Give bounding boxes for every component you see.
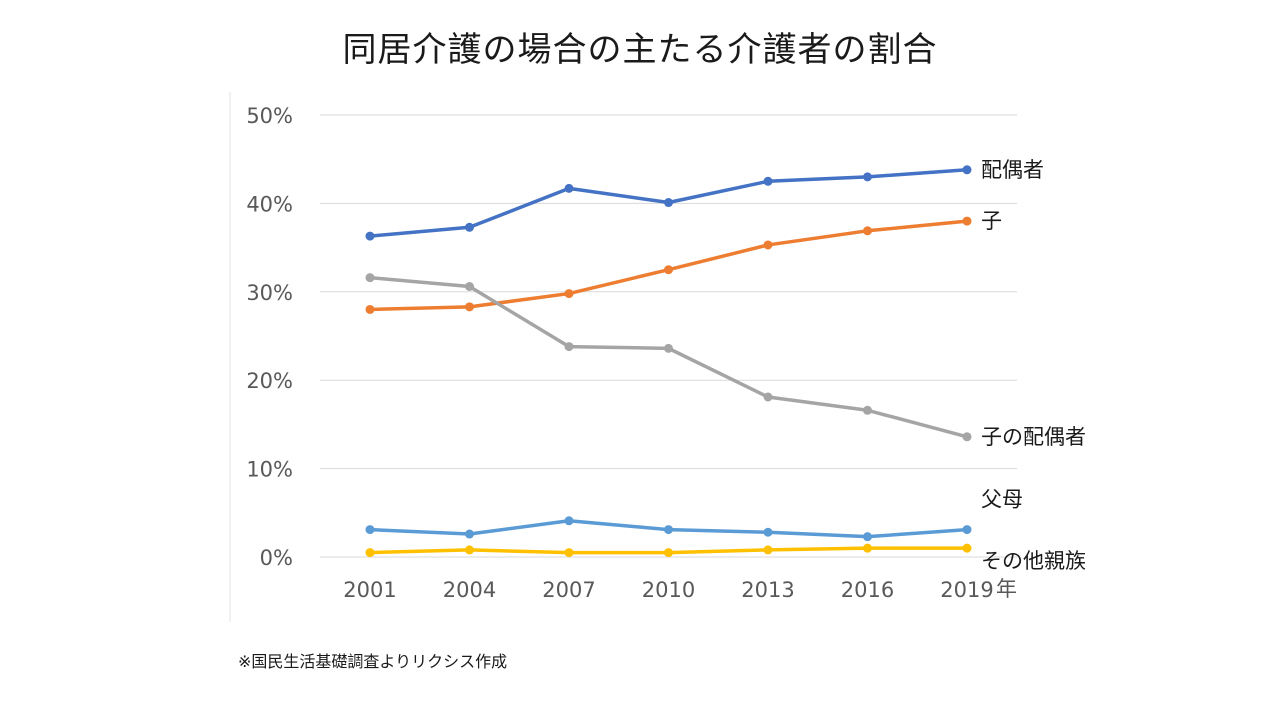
data-point <box>962 432 972 442</box>
data-point <box>763 392 773 402</box>
gridlines <box>320 114 1017 558</box>
data-point <box>863 172 872 182</box>
y-tick-label: 50% <box>246 104 293 128</box>
data-point <box>465 545 474 555</box>
data-point <box>962 543 972 553</box>
data-point <box>564 342 574 352</box>
data-point <box>365 273 375 283</box>
data-point <box>962 525 972 535</box>
series-label: 配偶者 <box>981 158 1044 182</box>
data-point <box>863 543 872 553</box>
chart-title: 同居介護の場合の主たる介護者の割合 <box>342 30 938 70</box>
data-point <box>564 548 574 558</box>
data-point <box>664 548 673 558</box>
data-point <box>564 516 574 526</box>
data-point <box>365 548 375 558</box>
x-tick-label: 2010 <box>642 578 695 602</box>
data-point <box>564 289 574 299</box>
y-tick-label: 10% <box>246 458 293 482</box>
data-point <box>962 216 972 226</box>
data-point <box>664 265 673 275</box>
x-tick-label: 2016 <box>841 578 894 602</box>
series-group <box>365 165 972 558</box>
x-tick-label: 2013 <box>741 578 794 602</box>
x-tick-label: 2001 <box>343 578 396 602</box>
data-point <box>763 527 773 537</box>
data-point <box>465 281 474 291</box>
data-point <box>365 304 375 314</box>
x-tick-label: 2004 <box>443 578 496 602</box>
data-point <box>564 183 574 193</box>
data-point <box>863 226 872 236</box>
series-label: 子 <box>981 209 1002 233</box>
data-point <box>365 525 375 535</box>
data-point <box>863 532 872 542</box>
y-tick-label: 30% <box>246 281 293 305</box>
x-tick-label: 2007 <box>542 578 595 602</box>
data-point <box>465 222 474 232</box>
data-point <box>863 405 872 415</box>
data-point <box>962 165 972 175</box>
y-axis-ticks: 0% 10% 20% 30% 40% 50% <box>246 104 293 570</box>
data-point <box>465 302 474 312</box>
data-point <box>763 545 773 555</box>
y-tick-label: 20% <box>246 369 293 393</box>
data-point <box>763 240 773 250</box>
data-point <box>763 176 773 186</box>
series-label: その他親族 <box>981 549 1086 573</box>
data-point <box>465 529 474 539</box>
y-tick-label: 0% <box>260 546 293 570</box>
series-line <box>369 275 968 439</box>
data-point <box>365 231 375 241</box>
series-label: 父母 <box>981 488 1023 512</box>
source-footnote: ※国民生活基礎調査よりリクシス作成 <box>238 652 508 671</box>
series-label: 子の配偶者 <box>981 425 1086 449</box>
x-axis-unit: 年 <box>996 577 1017 601</box>
x-tick-label: 2019 <box>940 578 993 602</box>
data-point <box>664 198 673 208</box>
data-point <box>664 525 673 535</box>
data-point <box>664 343 673 353</box>
x-axis-ticks: 2001 2004 2007 2010 2013 2016 2019 年 <box>343 577 1017 602</box>
y-tick-label: 40% <box>246 192 293 216</box>
